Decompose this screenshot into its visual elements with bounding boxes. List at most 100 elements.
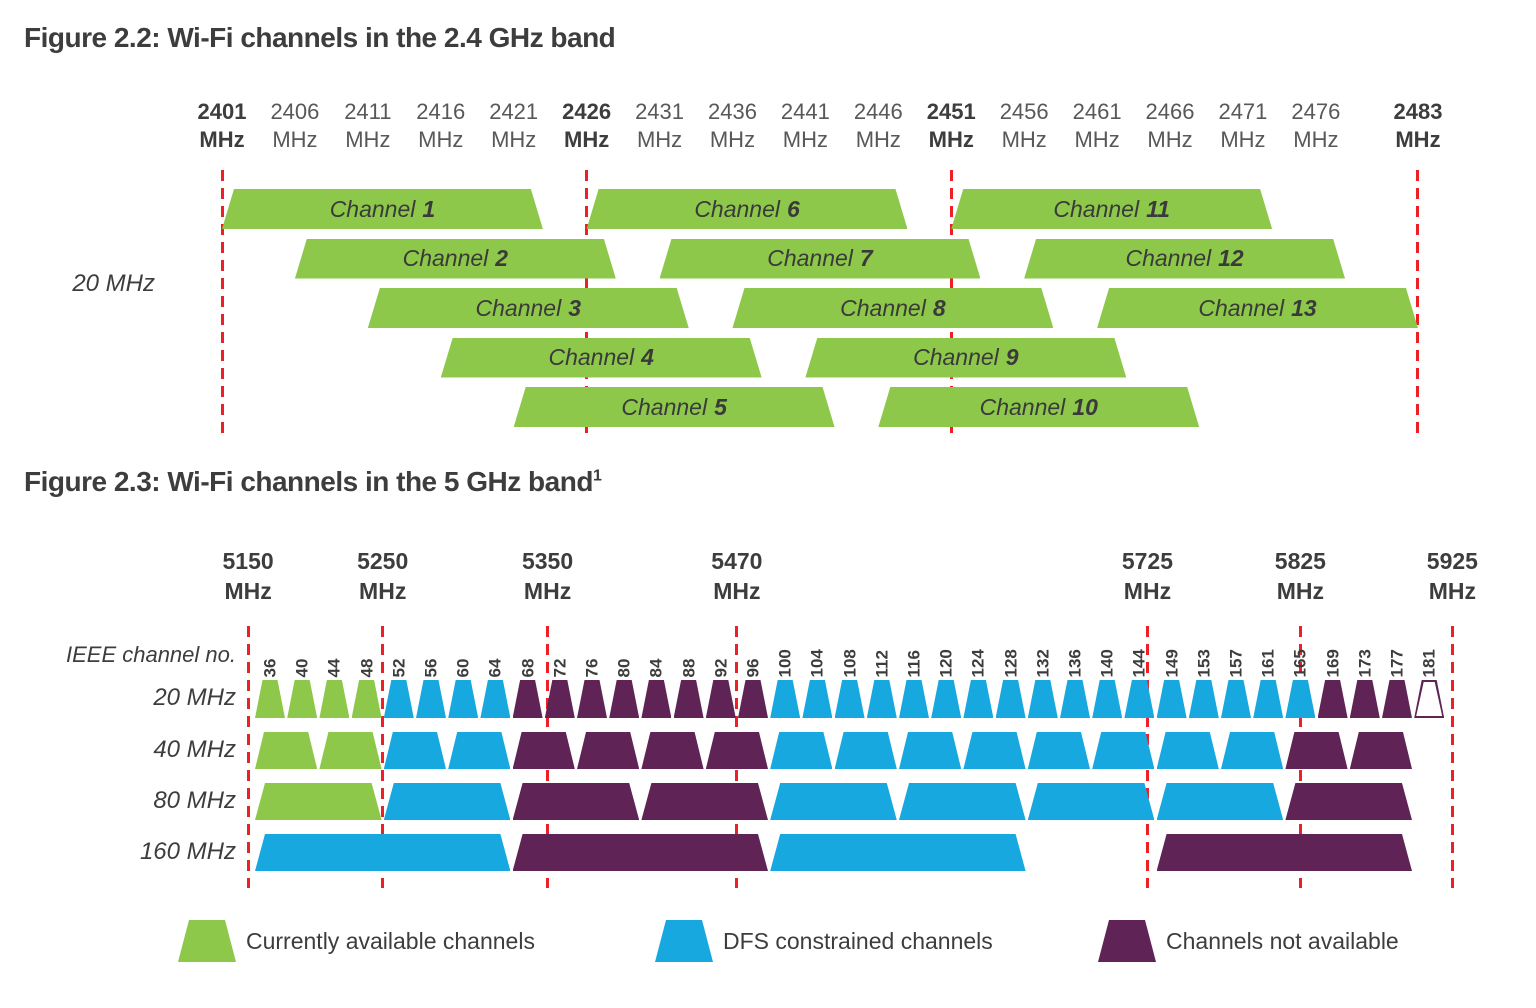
freq-tick-value: 2446 bbox=[853, 99, 903, 124]
legend-label: Channels not available bbox=[1166, 927, 1399, 954]
freq-label-unit: MHz bbox=[523, 578, 572, 604]
channel-block-future-fill bbox=[1416, 682, 1443, 716]
freq-tick: 2441 MHz bbox=[763, 98, 847, 154]
freq-tick-unit: MHz bbox=[1220, 127, 1266, 152]
channel-label-number: 3 bbox=[568, 294, 582, 321]
ieee-channel-number: 140 bbox=[1097, 649, 1117, 678]
freq-tick: 2411 MHz bbox=[326, 98, 410, 154]
channel-block bbox=[448, 680, 479, 718]
ieee-channel-number: 116 bbox=[904, 650, 924, 678]
channel-trapezoid: Channel 3 bbox=[367, 288, 689, 328]
channel-block bbox=[641, 732, 704, 769]
freq-tick: 2476 MHz bbox=[1274, 98, 1358, 154]
ieee-channel-number: 128 bbox=[1001, 649, 1021, 678]
freq-tick: 2406 MHz bbox=[253, 98, 337, 154]
channel-label-number: 1 bbox=[422, 195, 436, 222]
channel-label-word: Channel bbox=[548, 344, 635, 370]
channel-block bbox=[255, 732, 318, 769]
channel-block bbox=[383, 680, 414, 718]
channel-trapezoid: Channel 6 bbox=[586, 189, 908, 229]
channel-label-word: Channel bbox=[329, 195, 416, 222]
freq-gridline bbox=[246, 626, 250, 888]
ieee-channel-number: 56 bbox=[421, 658, 441, 678]
ieee-channel-number: 36 bbox=[260, 658, 280, 678]
ieee-channel-number: 153 bbox=[1194, 649, 1214, 678]
ieee-channel-number: 173 bbox=[1355, 649, 1375, 678]
freq-label-unit: MHz bbox=[1123, 578, 1172, 604]
channel-block bbox=[899, 783, 1026, 820]
channel-block bbox=[641, 783, 768, 820]
channel-label-word: Channel bbox=[1125, 245, 1212, 271]
channel-block bbox=[1221, 732, 1284, 769]
freq-gridline bbox=[381, 626, 385, 888]
figure-2-2-title: Figure 2.2: Wi-Fi channels in the 2.4 GH… bbox=[24, 22, 616, 54]
channel-block bbox=[512, 834, 768, 871]
ieee-channel-number: 120 bbox=[936, 649, 956, 678]
channel-block bbox=[1124, 680, 1155, 718]
channel-label-number: 10 bbox=[1072, 393, 1098, 420]
channel-block bbox=[1092, 680, 1123, 718]
channel-block bbox=[480, 680, 511, 718]
ieee-channel-number: 72 bbox=[550, 658, 570, 678]
freq-tick-unit: MHz bbox=[928, 127, 974, 152]
channel-block bbox=[1317, 680, 1348, 718]
channel-label-word: Channel bbox=[913, 344, 999, 370]
channel-trapezoid: Channel 11 bbox=[951, 189, 1272, 229]
channel-block bbox=[770, 680, 801, 718]
freq-tick-value: 2401 bbox=[197, 99, 247, 124]
channel-block bbox=[255, 834, 511, 871]
band-edge-line bbox=[1416, 170, 1420, 437]
freq-tick-unit: MHz bbox=[1293, 127, 1339, 152]
freq-tick: 2483 MHz bbox=[1376, 98, 1460, 154]
channel-trapezoid: Channel 1 bbox=[222, 189, 543, 229]
freq-label-unit: MHz bbox=[359, 578, 407, 604]
ieee-channel-number: 84 bbox=[646, 658, 666, 678]
ieee-channel-number: 165 bbox=[1290, 649, 1310, 678]
channel-block bbox=[738, 680, 768, 718]
ieee-channel-number: 60 bbox=[453, 658, 473, 678]
channel-block bbox=[673, 680, 704, 718]
channel-label-word: Channel bbox=[402, 245, 489, 271]
channel-label-word: Channel bbox=[1198, 294, 1285, 321]
freq-tick-unit: MHz bbox=[855, 127, 901, 152]
channel-block bbox=[1285, 783, 1412, 820]
legend-item: Currently available channels bbox=[178, 920, 535, 962]
channel-block bbox=[416, 680, 446, 718]
ieee-channel-number: 157 bbox=[1226, 649, 1246, 678]
channel-block-future bbox=[1414, 680, 1445, 718]
channel-block bbox=[351, 680, 382, 718]
legend-item: DFS constrained channels bbox=[655, 920, 993, 962]
figure-2-2-title-text: Figure 2.2: Wi-Fi channels in the 2.4 GH… bbox=[24, 22, 616, 53]
channel-label-number: 11 bbox=[1146, 195, 1170, 222]
ieee-channel-number: 52 bbox=[389, 658, 409, 678]
ieee-channel-number: 161 bbox=[1258, 649, 1278, 678]
channel-block bbox=[1156, 732, 1219, 769]
channel-label-word: Channel bbox=[621, 393, 708, 420]
channel-block bbox=[512, 783, 639, 820]
channel-block bbox=[1253, 680, 1284, 718]
band-edge-line bbox=[220, 170, 224, 437]
freq-tick: 2436 MHz bbox=[690, 98, 774, 154]
channel-block bbox=[931, 680, 962, 718]
channel-block bbox=[1382, 680, 1412, 718]
ieee-channel-number: 44 bbox=[324, 658, 344, 678]
freq-tick-unit: MHz bbox=[1147, 127, 1193, 152]
ieee-channel-number: 136 bbox=[1065, 649, 1085, 678]
legend-swatch bbox=[178, 920, 236, 962]
channel-block bbox=[383, 783, 510, 820]
freq-tick-unit: MHz bbox=[1074, 127, 1120, 152]
bandwidth-row-label: 160 MHz bbox=[139, 837, 236, 865]
freq-tick: 2471 MHz bbox=[1201, 98, 1285, 154]
freq-tick: 2421 MHz bbox=[472, 98, 556, 154]
channel-block bbox=[641, 680, 672, 718]
channel-block bbox=[1156, 680, 1187, 718]
channel-trapezoid: Channel 2 bbox=[294, 238, 616, 279]
freq-label-unit: MHz bbox=[1428, 578, 1477, 604]
ieee-channel-number: 76 bbox=[582, 658, 602, 678]
bandwidth-row-label: 80 MHz bbox=[153, 786, 236, 814]
freq-tick-unit: MHz bbox=[199, 127, 245, 152]
channel-block bbox=[319, 680, 350, 718]
channel-label-word: Channel bbox=[840, 294, 926, 321]
channel-block bbox=[995, 680, 1026, 718]
channel-block bbox=[1027, 680, 1058, 718]
